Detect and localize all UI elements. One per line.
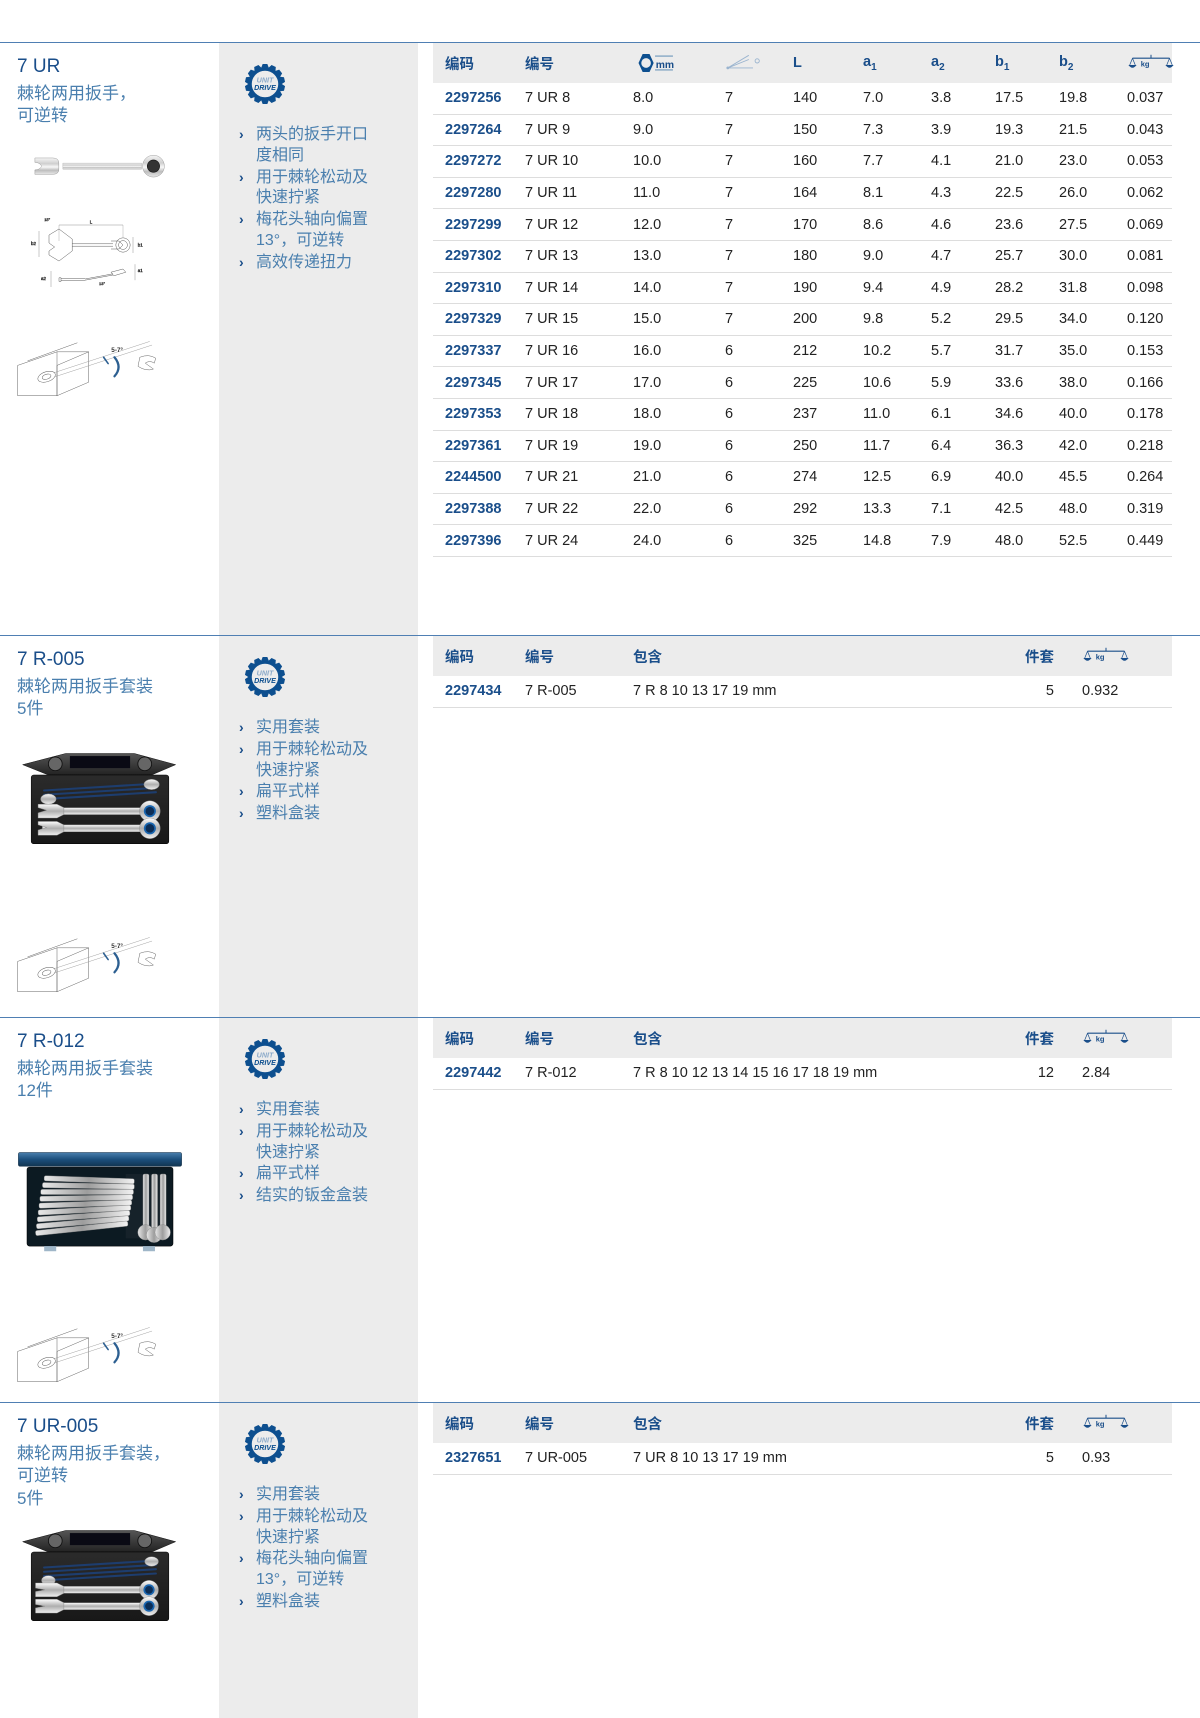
svg-text:kg: kg [1096, 1034, 1105, 1043]
svg-text:5-7°: 5-7° [111, 942, 123, 950]
svg-text:5-7°: 5-7° [111, 1332, 123, 1340]
svg-text:kg: kg [1141, 59, 1150, 68]
svg-text:UNIT: UNIT [257, 669, 274, 677]
svg-text:DRIVE: DRIVE [254, 84, 276, 92]
svg-text:b1: b1 [138, 242, 143, 247]
svg-text:b2: b2 [31, 241, 36, 246]
svg-text:UNIT: UNIT [257, 1436, 274, 1444]
svg-text:UNIT: UNIT [257, 76, 274, 84]
svg-text:DRIVE: DRIVE [254, 1444, 276, 1452]
svg-text:13°: 13° [99, 281, 105, 286]
svg-text:a2: a2 [41, 276, 46, 281]
svg-text:15°: 15° [44, 217, 50, 222]
svg-text:L: L [90, 219, 93, 224]
svg-text:kg: kg [1096, 652, 1105, 661]
svg-text:mm: mm [656, 60, 674, 71]
svg-text:a1: a1 [138, 268, 143, 273]
svg-text:5-7°: 5-7° [111, 346, 123, 354]
svg-text:UNIT: UNIT [257, 1051, 274, 1059]
svg-text:kg: kg [1096, 1419, 1105, 1428]
svg-text:DRIVE: DRIVE [254, 1059, 276, 1067]
svg-text:DRIVE: DRIVE [254, 677, 276, 685]
